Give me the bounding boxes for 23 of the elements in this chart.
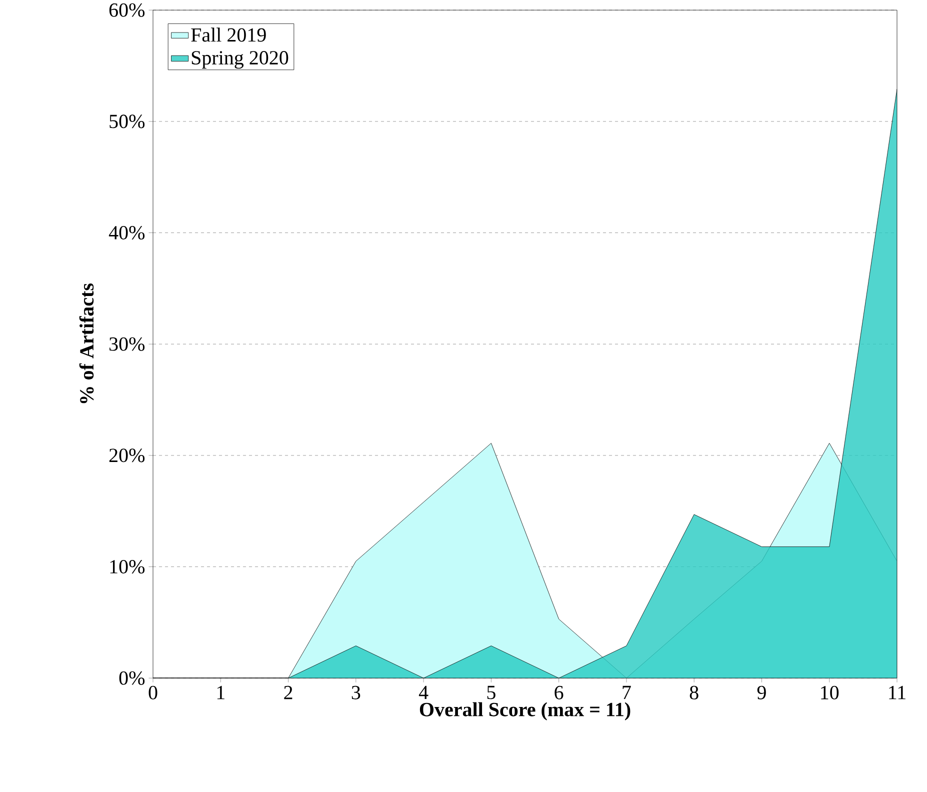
y-tick-label: 30% <box>110 337 145 351</box>
x-tick-label: 6 <box>554 686 564 700</box>
y-tick-label: 50% <box>110 114 145 128</box>
x-tick-label: 11 <box>889 686 906 700</box>
x-tick-label: 2 <box>284 686 292 700</box>
y-tick-label: 60% <box>109 3 145 17</box>
x-tick-label: 5 <box>487 686 496 700</box>
x-tick-label: 3 <box>352 686 360 700</box>
x-tick-label: 4 <box>418 686 428 700</box>
x-tick-label: 1 <box>217 686 224 700</box>
x-tick-label: 7 <box>622 686 631 699</box>
x-tick-label: 8 <box>690 686 698 700</box>
y-tick-label: 10% <box>110 560 145 574</box>
y-tick-label: 20% <box>109 448 145 462</box>
x-tick-label: 0 <box>148 686 158 700</box>
y-axis-title: % of Artifacts <box>79 283 94 404</box>
y-tick-label: 0% <box>119 671 145 685</box>
legend-label: Fall 2019 <box>191 28 266 42</box>
legend-label: Spring 2020 <box>192 50 288 69</box>
y-tick-label: 40% <box>108 226 145 240</box>
x-axis-title: Overall Score (max = 11) <box>420 702 630 720</box>
x-tick-label: 10 <box>821 686 839 700</box>
x-tick-label: 9 <box>757 686 766 700</box>
